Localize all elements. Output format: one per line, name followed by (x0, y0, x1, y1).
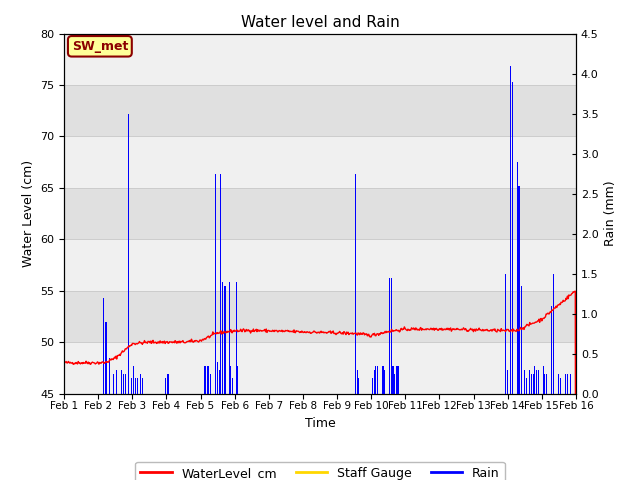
Bar (394, 373, 395, 394)
Bar (534, 366, 535, 394)
Title: Water level and Rain: Water level and Rain (241, 15, 399, 30)
Bar (236, 282, 237, 394)
Bar (532, 373, 534, 394)
Bar (131, 378, 132, 394)
Bar (123, 373, 124, 394)
Bar (64, 85, 576, 136)
Bar (564, 373, 566, 394)
Bar (215, 174, 216, 394)
Bar (64, 188, 576, 240)
Bar (357, 370, 358, 394)
Bar (389, 277, 390, 394)
Bar (121, 370, 122, 394)
Bar (396, 366, 397, 394)
Bar (208, 366, 209, 394)
Bar (137, 378, 138, 394)
Bar (570, 373, 571, 394)
Bar (558, 373, 559, 394)
Bar (384, 370, 385, 394)
X-axis label: Time: Time (305, 417, 335, 430)
Bar (510, 66, 511, 394)
Bar (230, 366, 231, 394)
Bar (216, 361, 218, 394)
Bar (529, 370, 531, 394)
Bar (543, 366, 544, 394)
Bar (538, 370, 539, 394)
Bar (220, 174, 221, 394)
Bar (64, 136, 576, 188)
Y-axis label: Water Level (cm): Water Level (cm) (22, 160, 35, 267)
Bar (224, 286, 225, 394)
Bar (116, 370, 117, 394)
Bar (210, 373, 211, 394)
Bar (531, 373, 532, 394)
Bar (507, 370, 508, 394)
Bar (553, 274, 554, 394)
Bar (391, 277, 392, 394)
Bar (113, 373, 114, 394)
Bar (377, 366, 378, 394)
Bar (204, 366, 205, 394)
Bar (397, 366, 399, 394)
Bar (142, 378, 143, 394)
Y-axis label: Rain (mm): Rain (mm) (604, 181, 617, 246)
Bar (237, 366, 238, 394)
Bar (520, 286, 522, 394)
Bar (64, 342, 576, 394)
Bar (518, 186, 520, 394)
Bar (165, 378, 166, 394)
Bar (536, 370, 537, 394)
Bar (225, 286, 226, 394)
Bar (102, 298, 104, 394)
Bar (221, 282, 223, 394)
Bar (512, 82, 513, 394)
Bar (505, 274, 506, 394)
Bar (140, 373, 141, 394)
Bar (128, 114, 129, 394)
Bar (64, 240, 576, 291)
Bar (358, 378, 359, 394)
Bar (133, 366, 134, 394)
Bar (392, 366, 394, 394)
Bar (567, 373, 568, 394)
Legend: WaterLevel_cm, Staff Gauge, Rain: WaterLevel_cm, Staff Gauge, Rain (136, 462, 504, 480)
Bar (374, 370, 375, 394)
Bar (64, 34, 576, 85)
Bar (551, 306, 552, 394)
Bar (372, 378, 373, 394)
Bar (525, 378, 527, 394)
Bar (544, 373, 545, 394)
Bar (517, 162, 518, 394)
Bar (219, 370, 220, 394)
Text: SW_met: SW_met (72, 40, 128, 53)
Bar (524, 370, 525, 394)
Bar (228, 282, 230, 394)
Bar (134, 378, 136, 394)
Bar (64, 291, 576, 342)
Bar (355, 174, 356, 394)
Bar (560, 378, 561, 394)
Bar (232, 378, 234, 394)
Bar (109, 358, 110, 394)
Bar (125, 373, 126, 394)
